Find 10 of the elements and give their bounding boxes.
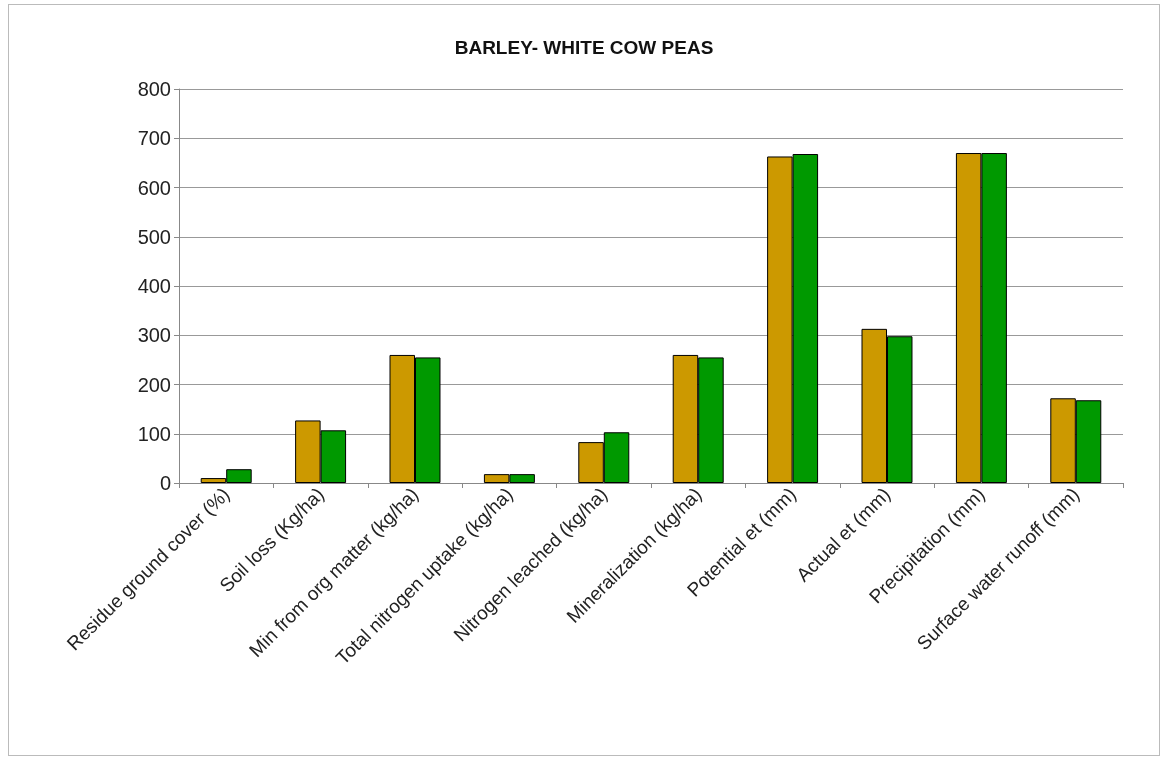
y-tick-label: 800 [137,78,171,100]
y-tick-label: 700 [137,127,171,150]
y-tick-label: 200 [137,373,171,396]
y-tick-label: 400 [137,275,171,297]
y-tick-label: 600 [137,176,171,199]
y-tick-label: 500 [137,225,171,248]
y-tick-label: 0 [159,472,171,494]
chart-title: BARLEY- WHITE COW PEAS [454,37,714,58]
y-tick-label: 100 [137,422,171,445]
y-tick-label: 300 [137,324,171,347]
